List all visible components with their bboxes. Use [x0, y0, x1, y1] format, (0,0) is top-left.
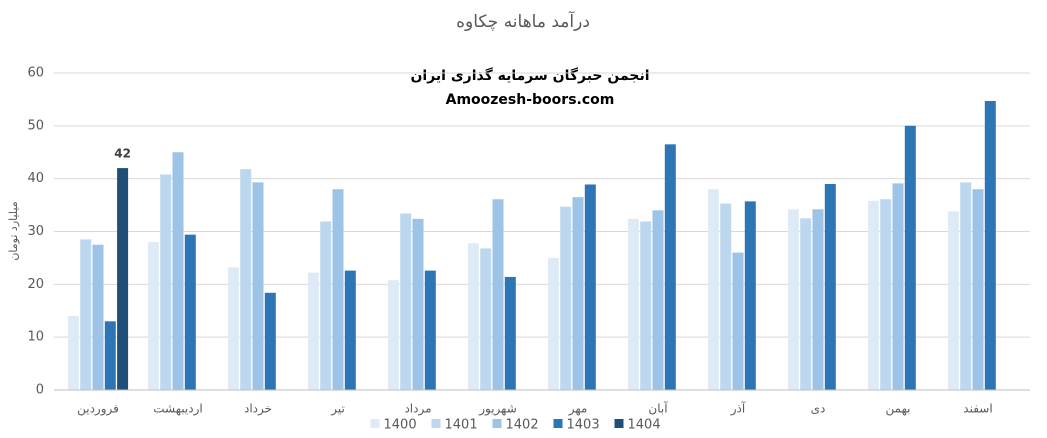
bar	[424, 270, 436, 390]
legend-label: 1403	[567, 418, 600, 433]
legend-swatch	[553, 419, 563, 428]
chart-title: درآمد ماهانه چکاوه	[456, 10, 590, 32]
bar	[664, 144, 676, 390]
x-tick-label: شهریور	[478, 402, 517, 417]
bar	[80, 239, 92, 390]
bar	[547, 257, 559, 390]
x-tick-label: بهمن	[886, 402, 911, 417]
x-tick-label: آبان	[648, 401, 668, 416]
x-tick-label: مهر	[568, 402, 588, 417]
bar	[504, 276, 516, 390]
y-tick-label: 20	[27, 277, 44, 292]
bar	[467, 243, 479, 390]
bar	[172, 152, 184, 390]
bar	[640, 221, 652, 390]
bar	[400, 213, 412, 390]
data-label: 42	[114, 147, 131, 161]
y-axis-label: میلیارد تومان	[7, 201, 20, 260]
bar	[332, 189, 344, 390]
bar	[867, 200, 879, 390]
x-tick-label: مرداد	[404, 402, 431, 417]
bar	[812, 209, 824, 390]
legend-label: 1401	[445, 418, 478, 433]
x-tick-label: دی	[811, 402, 826, 416]
y-tick-label: 40	[27, 171, 44, 186]
x-tick-label: تیر	[330, 402, 345, 417]
bar	[480, 248, 492, 390]
bar	[904, 125, 916, 390]
y-tick-label: 10	[27, 330, 44, 345]
y-tick-label: 0	[36, 383, 44, 398]
x-tick-label: فروردین	[77, 402, 119, 417]
bar	[560, 206, 572, 390]
bar	[584, 184, 596, 390]
bar	[720, 203, 732, 390]
bar	[984, 101, 996, 391]
bar	[264, 292, 276, 390]
bar	[947, 211, 959, 390]
bar	[732, 252, 744, 390]
bar	[880, 199, 892, 390]
bar	[160, 174, 172, 390]
x-tick-label: اردیبهشت	[153, 402, 202, 417]
y-tick-label: 60	[27, 66, 44, 81]
x-tick-label: آذر	[730, 401, 746, 417]
bar	[652, 210, 664, 390]
y-tick-label: 30	[27, 224, 44, 239]
bar	[412, 218, 424, 390]
annotation: انجمن خبرگان سرمایه گذاری ایران	[410, 67, 649, 84]
bar	[147, 242, 159, 390]
legend-label: 1402	[506, 418, 539, 433]
annotation: Amoozesh-boors.com	[446, 92, 615, 108]
bar	[960, 182, 972, 390]
bar	[117, 168, 129, 390]
bar	[972, 189, 984, 390]
x-tick-label: اسفند	[963, 402, 992, 416]
bar	[707, 189, 719, 390]
bar	[387, 280, 399, 390]
bar	[572, 197, 584, 390]
legend-swatch	[431, 419, 441, 428]
legend-swatch	[614, 419, 624, 428]
x-tick-label: خرداد	[244, 402, 272, 417]
legend-swatch	[370, 419, 380, 428]
bar	[240, 169, 252, 390]
bar	[787, 209, 799, 390]
bar	[92, 244, 104, 390]
bar	[627, 218, 639, 390]
bar	[320, 221, 332, 390]
bar	[67, 316, 79, 390]
bar	[104, 321, 116, 390]
bar	[892, 183, 904, 390]
bar	[252, 182, 264, 390]
legend-label: 1400	[384, 418, 417, 433]
bar	[344, 270, 356, 390]
legend-swatch	[492, 419, 502, 428]
bar	[227, 267, 239, 390]
bar	[492, 199, 504, 390]
bar	[744, 201, 756, 390]
legend-label: 1404	[628, 418, 661, 433]
bar	[800, 218, 812, 390]
bar	[824, 183, 836, 390]
bar	[307, 272, 319, 390]
bar	[184, 234, 196, 390]
y-tick-label: 50	[27, 118, 44, 133]
